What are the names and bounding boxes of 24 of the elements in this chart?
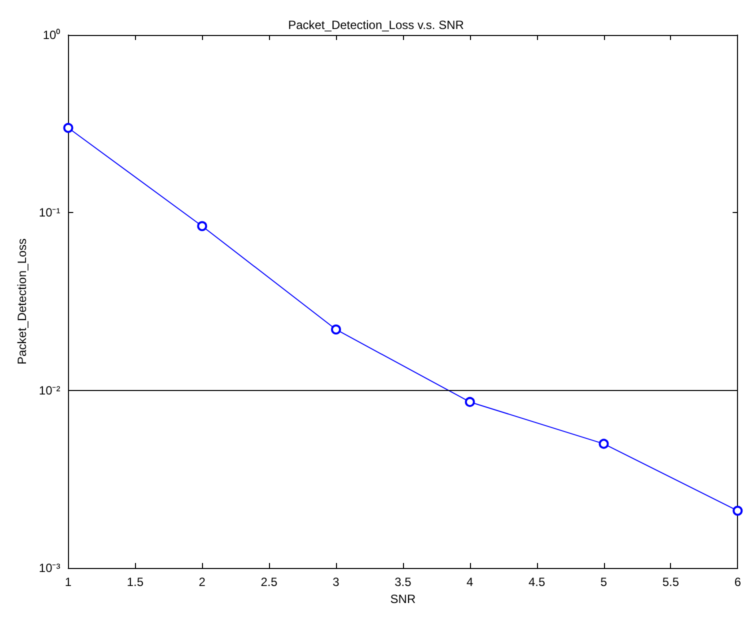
- x-tick-label: 2.5: [260, 575, 278, 589]
- x-tick-label: 2: [198, 575, 206, 589]
- y-axis-title: Packet_Detection_Loss: [15, 238, 29, 365]
- y-tick-label: 10⁻³: [38, 561, 60, 575]
- x-tick-label: 5.5: [662, 575, 680, 589]
- x-tick-label: 6: [734, 575, 742, 589]
- point: [331, 324, 342, 334]
- point: [63, 122, 74, 133]
- point: [464, 396, 475, 407]
- x-tick-label: 3.5: [394, 575, 412, 589]
- x-tick-label: 3: [332, 575, 340, 589]
- point: [197, 221, 208, 232]
- x-tick-label: 4: [466, 575, 474, 589]
- x-axis-title: SNR: [390, 592, 416, 606]
- y-tick-label: 10⁰: [42, 28, 60, 42]
- y-tick-label: 10⁻¹: [38, 206, 60, 220]
- x-tick-label: 1: [64, 575, 72, 589]
- x-tick-label: 1.5: [126, 575, 144, 589]
- x-tick-label: 5: [600, 575, 608, 589]
- y-tick-label: 10⁻²: [38, 383, 60, 398]
- point: [598, 438, 609, 449]
- x-tick-label: 4.5: [528, 575, 546, 589]
- point: [732, 506, 743, 516]
- chart-title: Packet_Detection_Loss v.s. SNR: [288, 18, 464, 32]
